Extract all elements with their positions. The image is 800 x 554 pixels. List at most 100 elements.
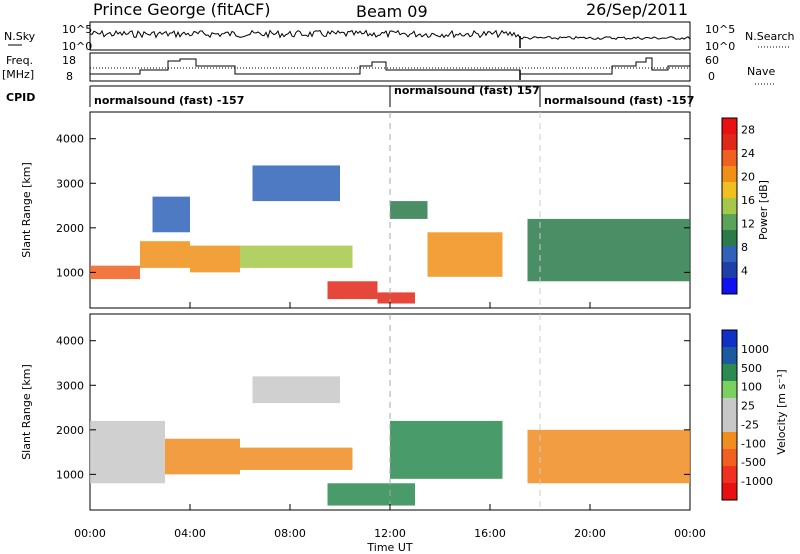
nave-tick-bottom: 0: [708, 70, 715, 83]
power-colorbar-tick-2: 12: [741, 218, 755, 231]
velocity-ytick-label-1: 2000: [56, 424, 84, 437]
velocity-data-regions: [90, 376, 690, 506]
velocity-colorbar-tick-1: 500: [741, 362, 762, 375]
velocity-colorbar-tick-0: 1000: [741, 343, 769, 356]
nsky-panel: N.Sky 10^5 10^0 10^5 10^0 N.Search: [4, 21, 795, 53]
power-region-3: [240, 245, 353, 268]
nsky-tick-bottom: 10^0: [62, 40, 92, 53]
nsearch-tick-bottom: 10^0: [705, 40, 735, 53]
velocity-colorbar-swatch-6: [722, 432, 737, 449]
power-region-0: [90, 265, 140, 280]
velocity-colorbar-swatch-1: [722, 347, 737, 364]
velocity-colorbar-tick-5: -100: [741, 437, 766, 450]
freq-trace: [90, 57, 690, 75]
cpid-segment-1: normalsound (fast) -157: [94, 94, 244, 107]
cpid-label: CPID: [6, 91, 35, 104]
velocity-colorbar-swatch-2: [722, 364, 737, 381]
velocity-region-3: [252, 376, 340, 404]
power-colorbar-swatch-1: [722, 262, 737, 278]
power-colorbar-tick-6: 28: [741, 124, 755, 137]
beam-title: Beam 09: [356, 2, 428, 21]
velocity-yaxis: 1000 2000 3000 4000: [56, 335, 690, 481]
velocity-colorbar-swatch-5: [722, 415, 737, 432]
xtick-label-6: 00:00: [674, 527, 706, 540]
power-region-9: [390, 201, 428, 219]
velocity-region-1: [165, 438, 240, 475]
power-colorbar-label: Power [dB]: [757, 180, 770, 240]
power-colorbar-tick-4: 20: [741, 171, 755, 184]
velocity-colorbar-swatch-0: [722, 330, 737, 347]
x-axis-label: Time UT: [366, 541, 412, 554]
freq-panel: Freq. [MHz] 18 8 60 0 Nave: [2, 52, 775, 85]
power-colorbar-swatch-3: [722, 230, 737, 246]
power-yaxis: 1000 2000 3000 4000: [56, 133, 690, 279]
freq-tick-bottom: 8: [66, 70, 73, 83]
xtick-label-4: 16:00: [474, 527, 506, 540]
velocity-colorbar-swatch-4: [722, 398, 737, 415]
velocity-colorbar-tick-4: -25: [741, 418, 759, 431]
velocity-colorbar: 1000 500 100 25 -25 -100 -500 -1000 Velocity [m…: [721, 329, 788, 501]
power-region-8: [427, 232, 503, 277]
velocity-ylabel: Slant Range [km]: [20, 364, 33, 460]
xtick-label-3: 12:00: [374, 527, 406, 540]
velocity-colorbar-swatch-8: [722, 466, 737, 483]
xtick-label-5: 20:00: [574, 527, 606, 540]
power-data-regions: [90, 165, 690, 304]
velocity-colorbar-swatch-9: [722, 483, 737, 500]
power-colorbar: 4 8 12 16 20 24 28 Power [dB]: [721, 117, 770, 295]
power-colorbar-swatch-8: [722, 150, 737, 166]
cpid-strip: CPID normalsound (fast) -157 normalsound…: [6, 84, 694, 107]
nsky-trace: [89, 29, 691, 41]
power-region-4: [152, 196, 190, 233]
velocity-colorbar-tick-2: 100: [741, 381, 762, 394]
power-region-10: [527, 218, 690, 282]
velocity-region-4: [327, 483, 415, 506]
power-colorbar-tick-0: 4: [741, 265, 748, 278]
freq-label: Freq.: [6, 54, 33, 67]
freq-unit: [MHz]: [2, 68, 34, 81]
power-colorbar-swatch-9: [722, 134, 737, 150]
power-ylabel: Slant Range [km]: [20, 162, 33, 258]
power-ytick-label-0: 1000: [56, 266, 84, 279]
power-colorbar-tick-1: 8: [741, 241, 748, 254]
xtick-label-2: 08:00: [274, 527, 306, 540]
velocity-colorbar-tick-7: -1000: [741, 475, 773, 488]
velocity-colorbar-tick-3: 25: [741, 400, 755, 413]
velocity-colorbar-swatch-3: [722, 381, 737, 398]
power-colorbar-tick-3: 16: [741, 194, 755, 207]
velocity-ytick-label-0: 1000: [56, 468, 84, 481]
xtick-label-0: 00:00: [74, 527, 106, 540]
velocity-colorbar-tick-6: -500: [741, 456, 766, 469]
power-region-2: [190, 245, 240, 273]
nsky-label: N.Sky: [4, 30, 36, 43]
velocity-panel: 1000 2000 3000 4000 Slant Range [km]: [20, 313, 691, 511]
power-colorbar-swatch-7: [722, 166, 737, 182]
velocity-region-2: [240, 447, 353, 470]
power-ytick-label-1: 2000: [56, 222, 84, 235]
power-region-1: [140, 241, 190, 268]
velocity-region-5: [390, 420, 503, 479]
power-colorbar-swatch-0: [722, 278, 737, 294]
power-colorbar-frame: [721, 117, 738, 295]
cpid-segment-2: normalsound (fast) 157: [394, 84, 540, 97]
velocity-region-6: [527, 429, 690, 484]
power-colorbar-swatch-5: [722, 198, 737, 214]
velocity-region-0: [90, 420, 165, 484]
power-ytick-label-3: 4000: [56, 133, 84, 146]
date-title: 26/Sep/2011: [586, 0, 688, 19]
power-region-5: [252, 165, 340, 202]
power-ytick-label-2: 3000: [56, 177, 84, 190]
velocity-ytick-label-2: 3000: [56, 379, 84, 392]
power-colorbar-swatch-2: [722, 246, 737, 262]
velocity-ytick-label-3: 4000: [56, 335, 84, 348]
cpid-segment-3: normalsound (fast) -157: [544, 94, 694, 107]
power-panel: 1000 2000 3000 4000 Slant Range [km]: [20, 111, 691, 309]
power-region-7: [377, 292, 415, 304]
nave-tick-top: 60: [705, 54, 719, 67]
station-title: Prince George (fitACF): [93, 0, 271, 19]
xtick-label-1: 04:00: [174, 527, 206, 540]
nsky-tick-top: 10^5: [62, 23, 92, 36]
power-colorbar-swatch-4: [722, 214, 737, 230]
power-colorbar-swatch-6: [722, 182, 737, 198]
power-colorbar-swatch-10: [722, 118, 737, 134]
